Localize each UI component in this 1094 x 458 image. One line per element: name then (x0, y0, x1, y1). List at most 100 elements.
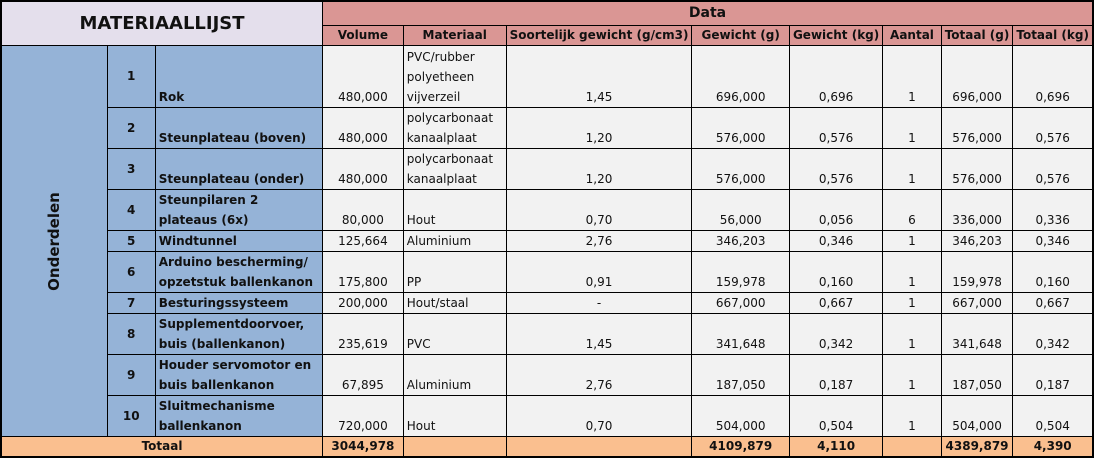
part-name-cell[interactable]: Supplementdoorvoer, buis (ballenkanon) (154, 313, 324, 355)
totals-material-cell[interactable] (402, 436, 507, 458)
material-cell[interactable]: Hout/staal (402, 292, 507, 314)
volume-cell[interactable]: 720,000 (322, 395, 404, 437)
weight-kg-cell[interactable]: 0,696 (788, 45, 884, 108)
count-cell[interactable]: 1 (882, 107, 942, 149)
part-name-cell[interactable]: Steunplateau (boven) (154, 107, 324, 149)
totals-density-cell[interactable] (505, 436, 693, 458)
material-cell[interactable]: polycarbonaat kanaalplaat (402, 107, 507, 149)
volume-cell[interactable]: 67,895 (322, 354, 404, 396)
total-kg-cell[interactable]: 0,667 (1012, 292, 1094, 314)
volume-cell[interactable]: 200,000 (322, 292, 404, 314)
part-number-cell[interactable]: 10 (106, 395, 156, 437)
material-cell[interactable]: PVC/rubber polyetheen vijverzeil (402, 45, 507, 108)
volume-cell[interactable]: 480,000 (322, 148, 404, 190)
col-header-gewicht-kg[interactable]: Gewicht (kg) (788, 25, 884, 46)
part-name-cell[interactable]: Rok (154, 45, 324, 108)
totals-weight-kg-cell[interactable]: 4,110 (788, 436, 884, 458)
volume-cell[interactable]: 80,000 (322, 189, 404, 231)
total-g-cell[interactable]: 159,978 (940, 251, 1014, 293)
total-kg-cell[interactable]: 0,346 (1012, 230, 1094, 252)
weight-g-cell[interactable]: 576,000 (691, 148, 790, 190)
weight-g-cell[interactable]: 667,000 (691, 292, 790, 314)
col-header-aantal[interactable]: Aantal (882, 25, 942, 46)
total-kg-cell[interactable]: 0,187 (1012, 354, 1094, 396)
volume-cell[interactable]: 125,664 (322, 230, 404, 252)
total-g-cell[interactable]: 667,000 (940, 292, 1014, 314)
total-kg-cell[interactable]: 0,696 (1012, 45, 1094, 108)
weight-kg-cell[interactable]: 0,342 (788, 313, 884, 355)
weight-g-cell[interactable]: 576,000 (691, 107, 790, 149)
part-name-cell[interactable]: Arduino bescherming/ opzetstuk ballenkan… (154, 251, 324, 293)
col-header-materiaal[interactable]: Materiaal (402, 25, 507, 46)
weight-g-cell[interactable]: 159,978 (691, 251, 790, 293)
density-cell[interactable]: 1,20 (505, 107, 693, 149)
density-cell[interactable]: 1,45 (505, 45, 693, 108)
part-number-cell[interactable]: 8 (106, 313, 156, 355)
weight-g-cell[interactable]: 56,000 (691, 189, 790, 231)
col-header-totaal-kg[interactable]: Totaal (kg) (1012, 25, 1094, 46)
totals-total-g-cell[interactable]: 4389,879 (940, 436, 1014, 458)
total-kg-cell[interactable]: 0,160 (1012, 251, 1094, 293)
part-name-cell[interactable]: Sluitmechanisme ballenkanon (154, 395, 324, 437)
material-cell[interactable]: PVC (402, 313, 507, 355)
part-number-cell[interactable]: 2 (106, 107, 156, 149)
part-number-cell[interactable]: 7 (106, 292, 156, 314)
part-name-cell[interactable]: Steunplateau (onder) (154, 148, 324, 190)
material-cell[interactable]: Hout (402, 395, 507, 437)
total-kg-cell[interactable]: 0,342 (1012, 313, 1094, 355)
density-cell[interactable]: 0,70 (505, 395, 693, 437)
total-g-cell[interactable]: 576,000 (940, 148, 1014, 190)
density-cell[interactable]: 2,76 (505, 354, 693, 396)
data-header[interactable]: Data (322, 0, 1094, 26)
density-cell[interactable]: 0,70 (505, 189, 693, 231)
density-cell[interactable]: 0,91 (505, 251, 693, 293)
part-number-cell[interactable]: 3 (106, 148, 156, 190)
count-cell[interactable]: 1 (882, 230, 942, 252)
material-cell[interactable]: Hout (402, 189, 507, 231)
total-kg-cell[interactable]: 0,336 (1012, 189, 1094, 231)
total-g-cell[interactable]: 346,203 (940, 230, 1014, 252)
part-name-cell[interactable]: Steunpilaren 2 plateaus (6x) (154, 189, 324, 231)
totals-count-cell[interactable] (882, 436, 942, 458)
totals-total-kg-cell[interactable]: 4,390 (1012, 436, 1094, 458)
weight-kg-cell[interactable]: 0,187 (788, 354, 884, 396)
weight-kg-cell[interactable]: 0,160 (788, 251, 884, 293)
material-cell[interactable]: PP (402, 251, 507, 293)
part-number-cell[interactable]: 6 (106, 251, 156, 293)
count-cell[interactable]: 1 (882, 148, 942, 190)
col-header-volume[interactable]: Volume (322, 25, 404, 46)
density-cell[interactable]: 1,45 (505, 313, 693, 355)
weight-kg-cell[interactable]: 0,576 (788, 148, 884, 190)
part-name-cell[interactable]: Houder servomotor en buis ballenkanon (154, 354, 324, 396)
total-g-cell[interactable]: 504,000 (940, 395, 1014, 437)
totals-weight-g-cell[interactable]: 4109,879 (691, 436, 790, 458)
weight-kg-cell[interactable]: 0,346 (788, 230, 884, 252)
part-number-cell[interactable]: 9 (106, 354, 156, 396)
count-cell[interactable]: 1 (882, 251, 942, 293)
total-g-cell[interactable]: 576,000 (940, 107, 1014, 149)
total-kg-cell[interactable]: 0,576 (1012, 148, 1094, 190)
material-cell[interactable]: Aluminium (402, 230, 507, 252)
weight-kg-cell[interactable]: 0,504 (788, 395, 884, 437)
total-g-cell[interactable]: 336,000 (940, 189, 1014, 231)
weight-kg-cell[interactable]: 0,056 (788, 189, 884, 231)
volume-cell[interactable]: 480,000 (322, 107, 404, 149)
material-cell[interactable]: polycarbonaat kanaalplaat (402, 148, 507, 190)
total-kg-cell[interactable]: 0,504 (1012, 395, 1094, 437)
part-name-cell[interactable]: Besturingssysteem (154, 292, 324, 314)
weight-kg-cell[interactable]: 0,576 (788, 107, 884, 149)
weight-g-cell[interactable]: 504,000 (691, 395, 790, 437)
weight-g-cell[interactable]: 346,203 (691, 230, 790, 252)
count-cell[interactable]: 1 (882, 292, 942, 314)
part-name-cell[interactable]: Windtunnel (154, 230, 324, 252)
total-g-cell[interactable]: 187,050 (940, 354, 1014, 396)
count-cell[interactable]: 1 (882, 45, 942, 108)
weight-g-cell[interactable]: 696,000 (691, 45, 790, 108)
volume-cell[interactable]: 235,619 (322, 313, 404, 355)
totals-label[interactable]: Totaal (0, 436, 324, 458)
part-number-cell[interactable]: 5 (106, 230, 156, 252)
count-cell[interactable]: 6 (882, 189, 942, 231)
count-cell[interactable]: 1 (882, 395, 942, 437)
count-cell[interactable]: 1 (882, 354, 942, 396)
volume-cell[interactable]: 480,000 (322, 45, 404, 108)
